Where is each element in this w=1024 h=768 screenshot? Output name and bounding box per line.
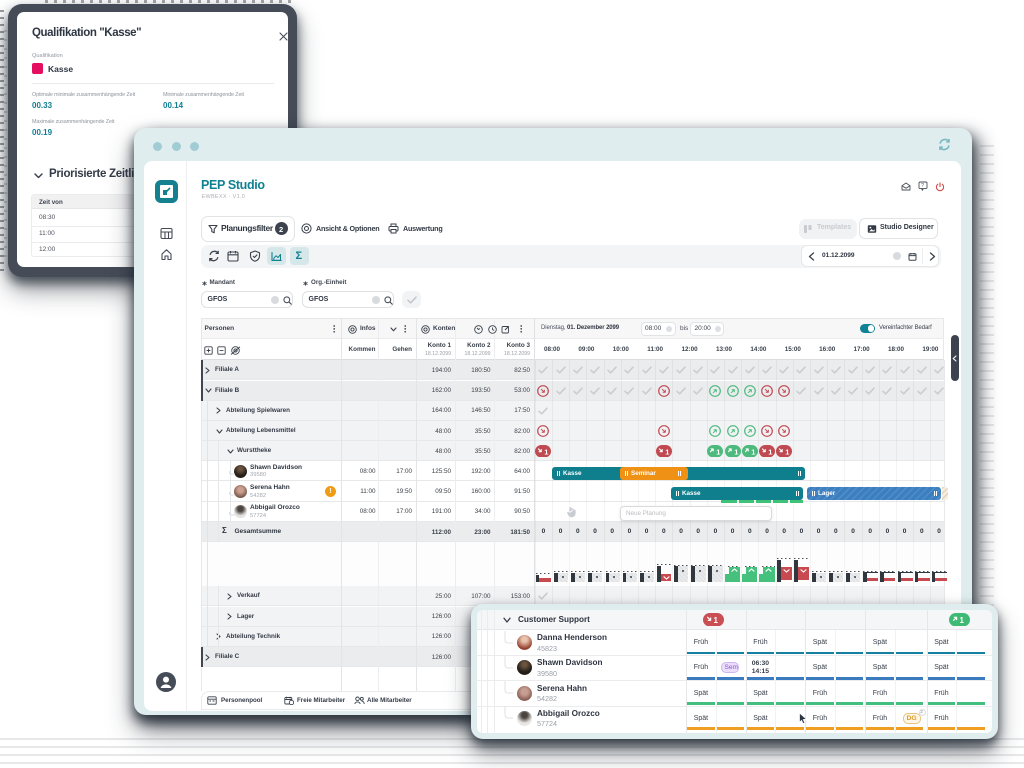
svg-text:1: 1	[751, 447, 755, 456]
svg-text:1: 1	[734, 447, 738, 456]
svg-text:1: 1	[959, 616, 964, 625]
svg-text:1: 1	[665, 447, 669, 456]
svg-text:?: ?	[921, 183, 924, 189]
svg-text:1: 1	[768, 447, 772, 456]
svg-text:1: 1	[545, 447, 549, 456]
svg-text:1: 1	[717, 447, 721, 456]
svg-text:1: 1	[713, 616, 718, 625]
svg-text:1: 1	[785, 447, 789, 456]
